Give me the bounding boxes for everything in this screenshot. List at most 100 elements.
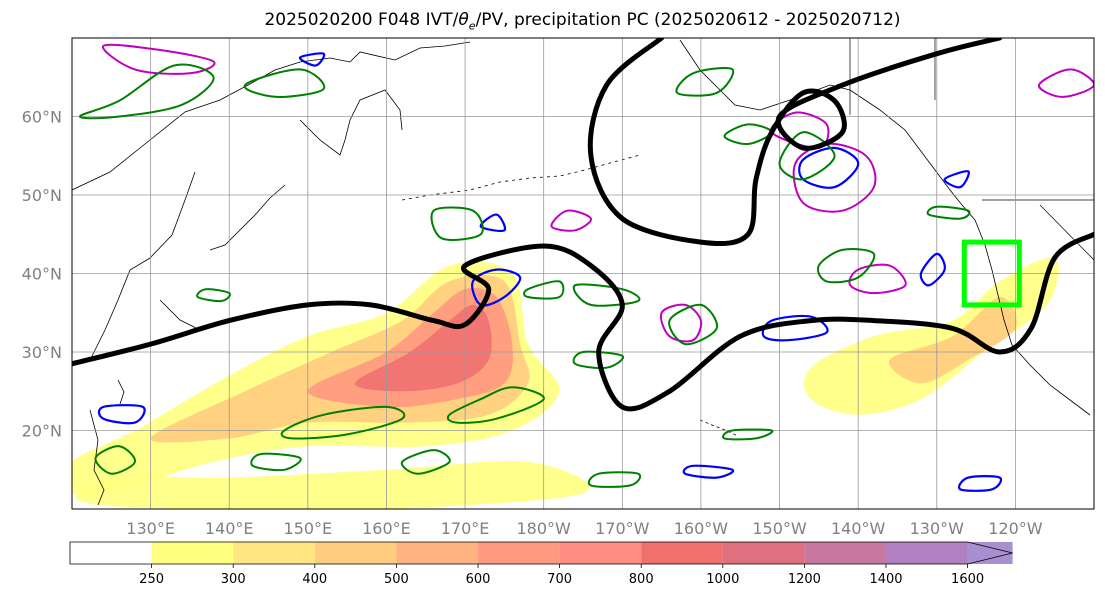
map-frame: [71, 37, 1095, 510]
green-contour: [817, 248, 876, 284]
colorbar-tick-label: 1400: [869, 572, 902, 587]
green-contour: [400, 449, 451, 475]
gridlines: [72, 38, 1094, 509]
blue-contour: [298, 52, 326, 67]
lat-tick-label: 60°N: [22, 108, 62, 127]
green-contour: [587, 471, 642, 488]
title-theta-subscript: e: [468, 19, 476, 33]
blue-contour: [471, 268, 522, 307]
ivt-shading-layer: [72, 257, 1059, 509]
green-contours: [78, 63, 971, 488]
lat-tick-label: 20°N: [22, 422, 62, 441]
map-plot-area: [72, 38, 1094, 509]
blue-contour: [97, 404, 146, 425]
green-contour: [721, 428, 774, 441]
green-contour: [523, 280, 565, 300]
green-contour: [778, 131, 836, 181]
lat-tick-label: 30°N: [22, 343, 62, 362]
green-contour: [196, 288, 231, 303]
green-contour: [430, 206, 484, 241]
blue-contour: [957, 475, 1003, 492]
pv-contour-lines: [72, 38, 1094, 412]
title-prefix: 2025020200 F048 IVT/: [264, 10, 459, 30]
colorbar-tick-label: 400: [302, 572, 327, 587]
colorbar-segment: [151, 542, 234, 564]
green-contour: [572, 283, 641, 307]
green-contour: [94, 445, 136, 475]
colorbar-extend-arrow: [967, 542, 1013, 564]
blue-contour: [943, 170, 970, 189]
colorbar-segment: [886, 542, 968, 564]
colorbar-segment: [396, 542, 478, 564]
colorbar-tick-label: 500: [384, 572, 409, 587]
colorbar-tick-label: 800: [629, 572, 654, 587]
green-contour: [572, 350, 625, 370]
lon-tick-label: 160°E: [362, 519, 411, 538]
magenta-contour: [659, 303, 703, 343]
blue-contour: [682, 464, 735, 479]
lon-tick-label: 140°E: [205, 519, 254, 538]
green-contour: [250, 452, 302, 472]
green-contour: [446, 386, 545, 424]
colorbar-segment: [722, 542, 805, 564]
coastline-asia: [72, 41, 471, 506]
lon-tick-label: 130°E: [126, 519, 175, 538]
colorbar-tick-label: 1200: [788, 572, 821, 587]
hawaiian-islands: [699, 419, 739, 437]
lon-tick-label: 120°W: [988, 519, 1043, 538]
magenta-contour: [550, 209, 592, 232]
colorbar-segment: [233, 542, 315, 564]
green-contour: [675, 67, 735, 97]
target-region-box-layer: [961, 239, 1022, 308]
lon-tick-label: 130°W: [910, 519, 965, 538]
title-suffix: /PV, precipitation PC (2025020612 - 2025…: [475, 10, 901, 30]
lon-tick-label: 170°E: [441, 519, 490, 538]
colorbar-outline: [69, 541, 1013, 565]
pv-line: [587, 38, 1003, 247]
title-theta: θ: [458, 10, 469, 30]
colorbar-tick-label: 1600: [951, 572, 984, 587]
green-contour: [926, 205, 971, 220]
colorbar-tick-label: 700: [547, 572, 572, 587]
colorbar-segment: [478, 542, 560, 564]
colorbar-segment: [804, 542, 886, 564]
magenta-contour: [102, 43, 216, 75]
blue-contour: [479, 213, 507, 232]
ivt-plume: [888, 296, 1017, 384]
colorbar-tick-label: 300: [221, 572, 246, 587]
magenta-contour: [848, 263, 907, 295]
green-contour: [280, 405, 406, 440]
aleutian-islands: [401, 154, 641, 201]
blue-contours: [97, 52, 1003, 492]
colorbar-tick-label: 600: [466, 572, 491, 587]
green-contour: [243, 68, 326, 98]
colorbar-tick-label: 1000: [706, 572, 739, 587]
green-contour: [668, 303, 719, 346]
ivt-plume: [75, 460, 590, 509]
colorbar-segment: [70, 542, 152, 564]
longitude-labels: 130°E 140°E 150°E 160°E 170°E 180°W 170°W 160°W…: [126, 519, 1042, 538]
colorbar-segment: [559, 542, 642, 564]
colorbar-segment: [641, 542, 723, 564]
canada-us-border: [849, 38, 1094, 261]
lon-tick-label: 140°W: [831, 519, 886, 538]
magenta-contour: [1038, 68, 1094, 98]
chart-title: 2025020200 F048 IVT/θe/PV, precipitation…: [0, 10, 1105, 32]
lon-tick-label: 160°W: [674, 519, 729, 538]
green-contour: [78, 63, 215, 120]
lat-tick-label: 50°N: [22, 186, 62, 205]
ivt-plume: [804, 257, 1059, 415]
target-region-box: [961, 239, 1022, 308]
lon-tick-label: 150°W: [752, 519, 807, 538]
lat-tick-label: 40°N: [22, 265, 62, 284]
blue-contour: [761, 314, 829, 342]
colorbar-segment: [314, 542, 397, 564]
lon-tick-label: 150°E: [284, 519, 333, 538]
lon-tick-label: 170°W: [595, 519, 650, 538]
lon-tick-label: 180°W: [517, 519, 572, 538]
blue-contour: [919, 252, 946, 287]
colorbar-tick-label: 250: [139, 572, 164, 587]
latitude-labels: 20°N 30°N 40°N 50°N 60°N: [22, 108, 62, 441]
colorbar: 250 300 400 500 600 700 800 1000 1200 1400 1600: [69, 541, 1013, 587]
